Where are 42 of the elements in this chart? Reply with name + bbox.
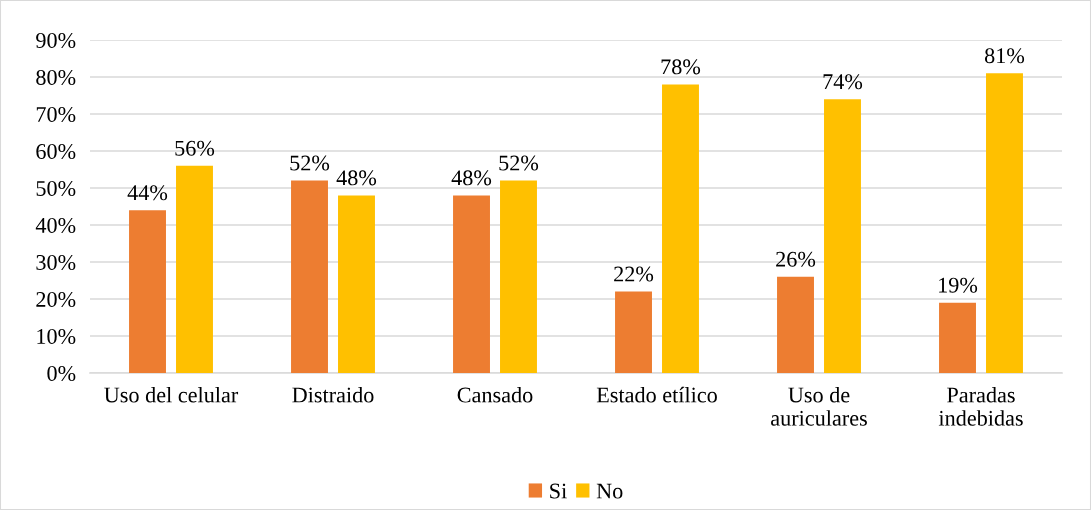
y-tick-label: 90% (36, 32, 76, 48)
data-label: 74% (823, 74, 863, 90)
data-label: 52% (290, 155, 330, 171)
bar (129, 210, 166, 373)
bar (986, 73, 1023, 373)
y-tick-label: 10% (37, 328, 76, 344)
bar (338, 195, 375, 373)
y-tick-label: 80% (36, 69, 76, 85)
bar (939, 302, 976, 373)
x-tick-label: Uso de auriculares (771, 386, 867, 426)
data-label: 81% (984, 48, 1025, 64)
y-tick-label: 0% (47, 365, 76, 381)
data-label: 52% (499, 155, 539, 171)
bar (662, 84, 699, 373)
bar (777, 276, 814, 373)
bar (824, 99, 861, 373)
data-label: 78% (661, 59, 701, 75)
x-tick-label: Distraido (292, 386, 374, 403)
data-label: 26% (776, 251, 816, 267)
y-tick-label: 40% (35, 217, 76, 233)
y-tick-label: 20% (36, 291, 76, 307)
bar (291, 180, 328, 373)
data-label: 44% (127, 185, 168, 201)
legend-label: Si (550, 483, 567, 499)
y-tick-label: 30% (36, 254, 76, 270)
data-label: 22% (614, 266, 654, 282)
data-label: 19% (939, 277, 978, 293)
data-label: 48% (451, 170, 492, 186)
bar (176, 165, 213, 373)
y-tick-label: 60% (36, 143, 76, 159)
y-tick-label: 50% (36, 180, 76, 196)
legend-label: No (596, 483, 623, 499)
x-tick-label: Estado etílico (596, 386, 717, 403)
x-tick-label: Paradas indebidas (938, 386, 1023, 426)
bar (453, 195, 490, 373)
y-tick-label: 70% (36, 106, 76, 122)
x-tick-label: Uso del celular (104, 386, 239, 403)
bar (500, 180, 537, 373)
x-tick-label: Cansado (457, 386, 533, 403)
bar (615, 291, 652, 373)
data-label: 56% (175, 140, 215, 156)
data-label: 48% (336, 170, 377, 186)
